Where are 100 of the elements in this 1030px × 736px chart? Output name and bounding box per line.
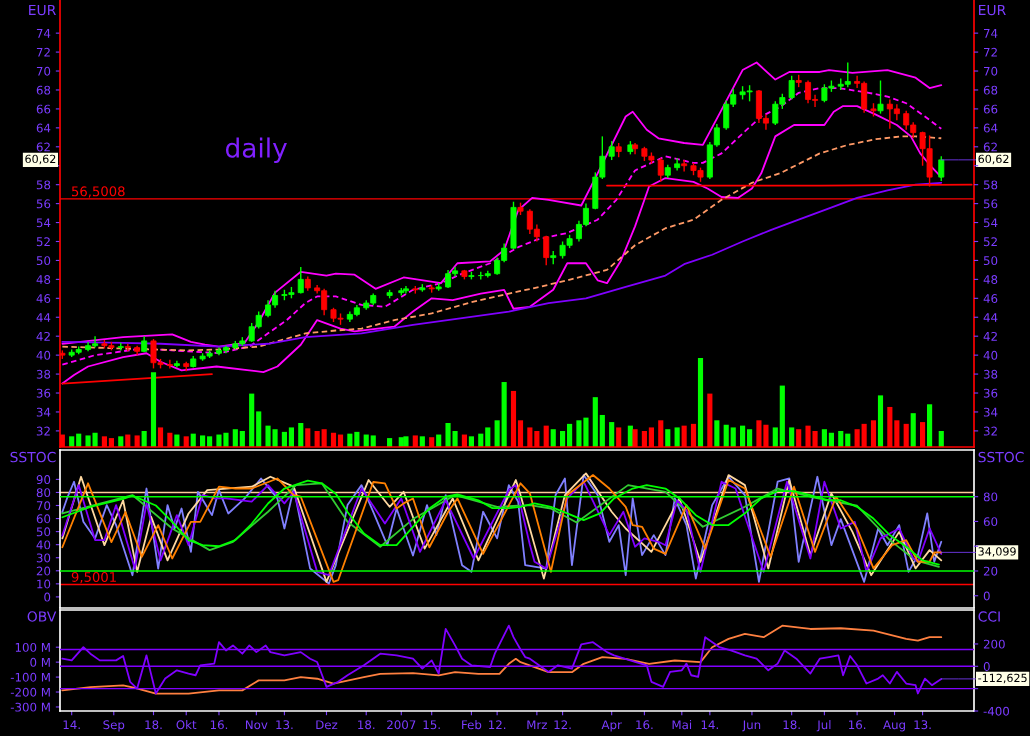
y2-tick-label: 74 [984, 29, 998, 38]
y2-tick-label: 42 [983, 331, 997, 341]
x-tick-label: Nov [245, 720, 268, 730]
y-tick-label: 50 [36, 527, 51, 537]
y-tick-label: 44 [36, 313, 51, 322]
y-axis-title: OBV [27, 611, 57, 622]
bar [747, 429, 753, 447]
bar [789, 427, 795, 447]
y2-tick-label: 34 [983, 407, 998, 417]
bar [723, 424, 729, 447]
y-tick-label: 58 [36, 180, 51, 190]
x-tick-label: 14. [63, 720, 80, 729]
candlestick [166, 359, 173, 370]
y2-tick-label: -400 [983, 706, 1010, 716]
candlestick [681, 159, 688, 173]
bar [772, 427, 778, 447]
y-tick-label: 36 [36, 388, 51, 398]
bar [550, 429, 556, 447]
x-tick-label: 2007 [387, 720, 416, 730]
y-tick-label: 60 [36, 514, 51, 524]
candlestick [657, 157, 664, 183]
y-tick-label: 68 [36, 85, 51, 95]
bar [730, 427, 736, 447]
y-tick-label: 46 [36, 294, 51, 303]
y-axis-title: EUR [29, 4, 56, 16]
x-tick-label: 13. [914, 720, 931, 730]
bar [69, 436, 75, 447]
y2-tick-label: 20 [983, 566, 998, 576]
x-tick-label: Mai [672, 720, 692, 730]
bar [281, 431, 287, 447]
bar [665, 429, 671, 447]
candlestick [297, 266, 304, 295]
y-tick-label: -200 M [10, 687, 50, 697]
y2-tick-label: 0 [983, 591, 990, 601]
bar [354, 431, 360, 447]
x-tick-label: Sep [103, 720, 125, 732]
candlestick [877, 79, 884, 115]
y-tick-label: 72 [36, 47, 50, 57]
y2-tick-label: 68 [983, 85, 998, 95]
x-tick-label: 12. [554, 720, 571, 729]
y-tick-label: 64 [36, 123, 51, 133]
y2-tick-label: 32 [983, 426, 997, 436]
y2-tick-label: 64 [983, 123, 998, 133]
bar [877, 395, 884, 447]
bar [232, 429, 238, 447]
x-tick-label: 18. [783, 720, 800, 730]
x-tick-label: 15. [423, 720, 440, 730]
x-tick-label: 12. [489, 720, 506, 729]
text: daily [225, 137, 287, 163]
y2-tick-label: 56 [983, 199, 998, 209]
text: 60,62 [25, 154, 56, 165]
bar [927, 404, 933, 447]
candlestick [938, 155, 945, 182]
x-tick-label: 16. [849, 720, 866, 730]
x-tick-label: Mrz [527, 720, 547, 729]
x-tick-label: Apr [601, 720, 622, 732]
y-tick-label: 0 M [30, 657, 50, 667]
y-tick-label: 34 [36, 407, 51, 417]
bar [141, 430, 147, 447]
x-tick-label: 16. [210, 720, 228, 730]
annotation: 60,62 [978, 154, 1009, 165]
y2-tick-label: 58 [983, 180, 998, 190]
bar [838, 430, 844, 447]
candlestick [543, 235, 550, 266]
x-tick-label: 16. [636, 720, 653, 730]
bar [910, 413, 916, 447]
bar [419, 436, 425, 447]
bar [200, 435, 206, 447]
y-tick-label: 42 [36, 331, 50, 341]
bar [256, 411, 262, 447]
y2-tick-label: 70 [984, 66, 998, 76]
y2-tick-label: 40 [983, 350, 998, 360]
bar [821, 429, 827, 447]
y2-axis-title: EUR [979, 4, 1006, 16]
y-tick-label: 38 [36, 369, 51, 379]
y-tick-label: 50 [36, 256, 51, 266]
bar [938, 430, 944, 447]
y2-tick-label: 52 [983, 237, 997, 247]
y2-tick-label: 46 [983, 294, 998, 303]
ref-line-label: 9,5001 [71, 571, 116, 584]
bar [592, 397, 598, 447]
y2-tick-label: 200 [983, 639, 1005, 649]
bar [249, 393, 255, 447]
bar [468, 436, 474, 447]
y-tick-label: 74 [36, 29, 51, 38]
bar [501, 382, 507, 447]
y2-axis-title: SSTOC [978, 451, 1024, 463]
x-tick-label: 14. [701, 720, 718, 729]
line-series [61, 135, 943, 352]
y-tick-label: 32 [36, 426, 50, 436]
bar [403, 436, 409, 447]
bar [118, 436, 124, 447]
y-tick-label: 30 [36, 553, 51, 563]
y-tick-label: 10 [37, 579, 51, 589]
y-tick-label: 40 [36, 540, 51, 550]
bar [288, 427, 294, 447]
candlestick [608, 140, 615, 161]
y2-tick-label: 38 [983, 369, 998, 379]
y-tick-label: -300 M [10, 702, 50, 712]
bar [239, 430, 245, 447]
